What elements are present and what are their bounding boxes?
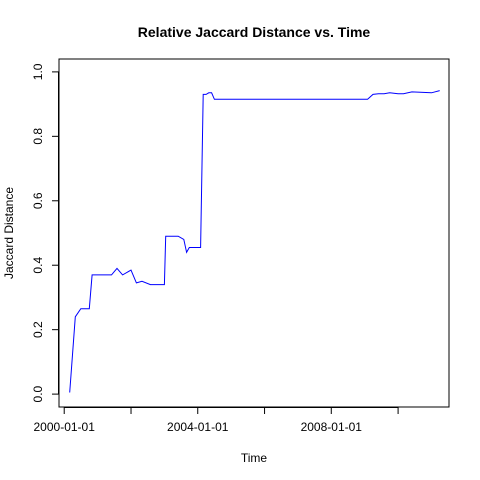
y-tick-label: 0.6 xyxy=(31,192,45,209)
x-tick-label: 2008-01-01 xyxy=(301,420,363,434)
y-tick-label: 1.0 xyxy=(31,63,45,80)
x-axis: 2000-01-01 2004-01-01 2008-01-01 xyxy=(34,407,399,434)
plot-box xyxy=(58,58,450,408)
y-tick-label: 0.8 xyxy=(31,128,45,145)
y-axis-label: Jaccard Distance xyxy=(2,187,16,279)
x-tick-label: 2000-01-01 xyxy=(34,420,96,434)
y-tick-label: 0.4 xyxy=(31,257,45,274)
x-axis-label: Time xyxy=(241,451,268,465)
x-tick-label: 2004-01-01 xyxy=(167,420,229,434)
series-line xyxy=(69,90,440,393)
chart-title: Relative Jaccard Distance vs. Time xyxy=(138,24,371,40)
y-axis: 0.0 0.2 0.4 0.6 0.8 1.0 xyxy=(31,63,59,402)
y-tick-label: 0.2 xyxy=(31,321,45,338)
y-tick-label: 0.0 xyxy=(31,385,45,402)
series-layer xyxy=(69,90,440,393)
